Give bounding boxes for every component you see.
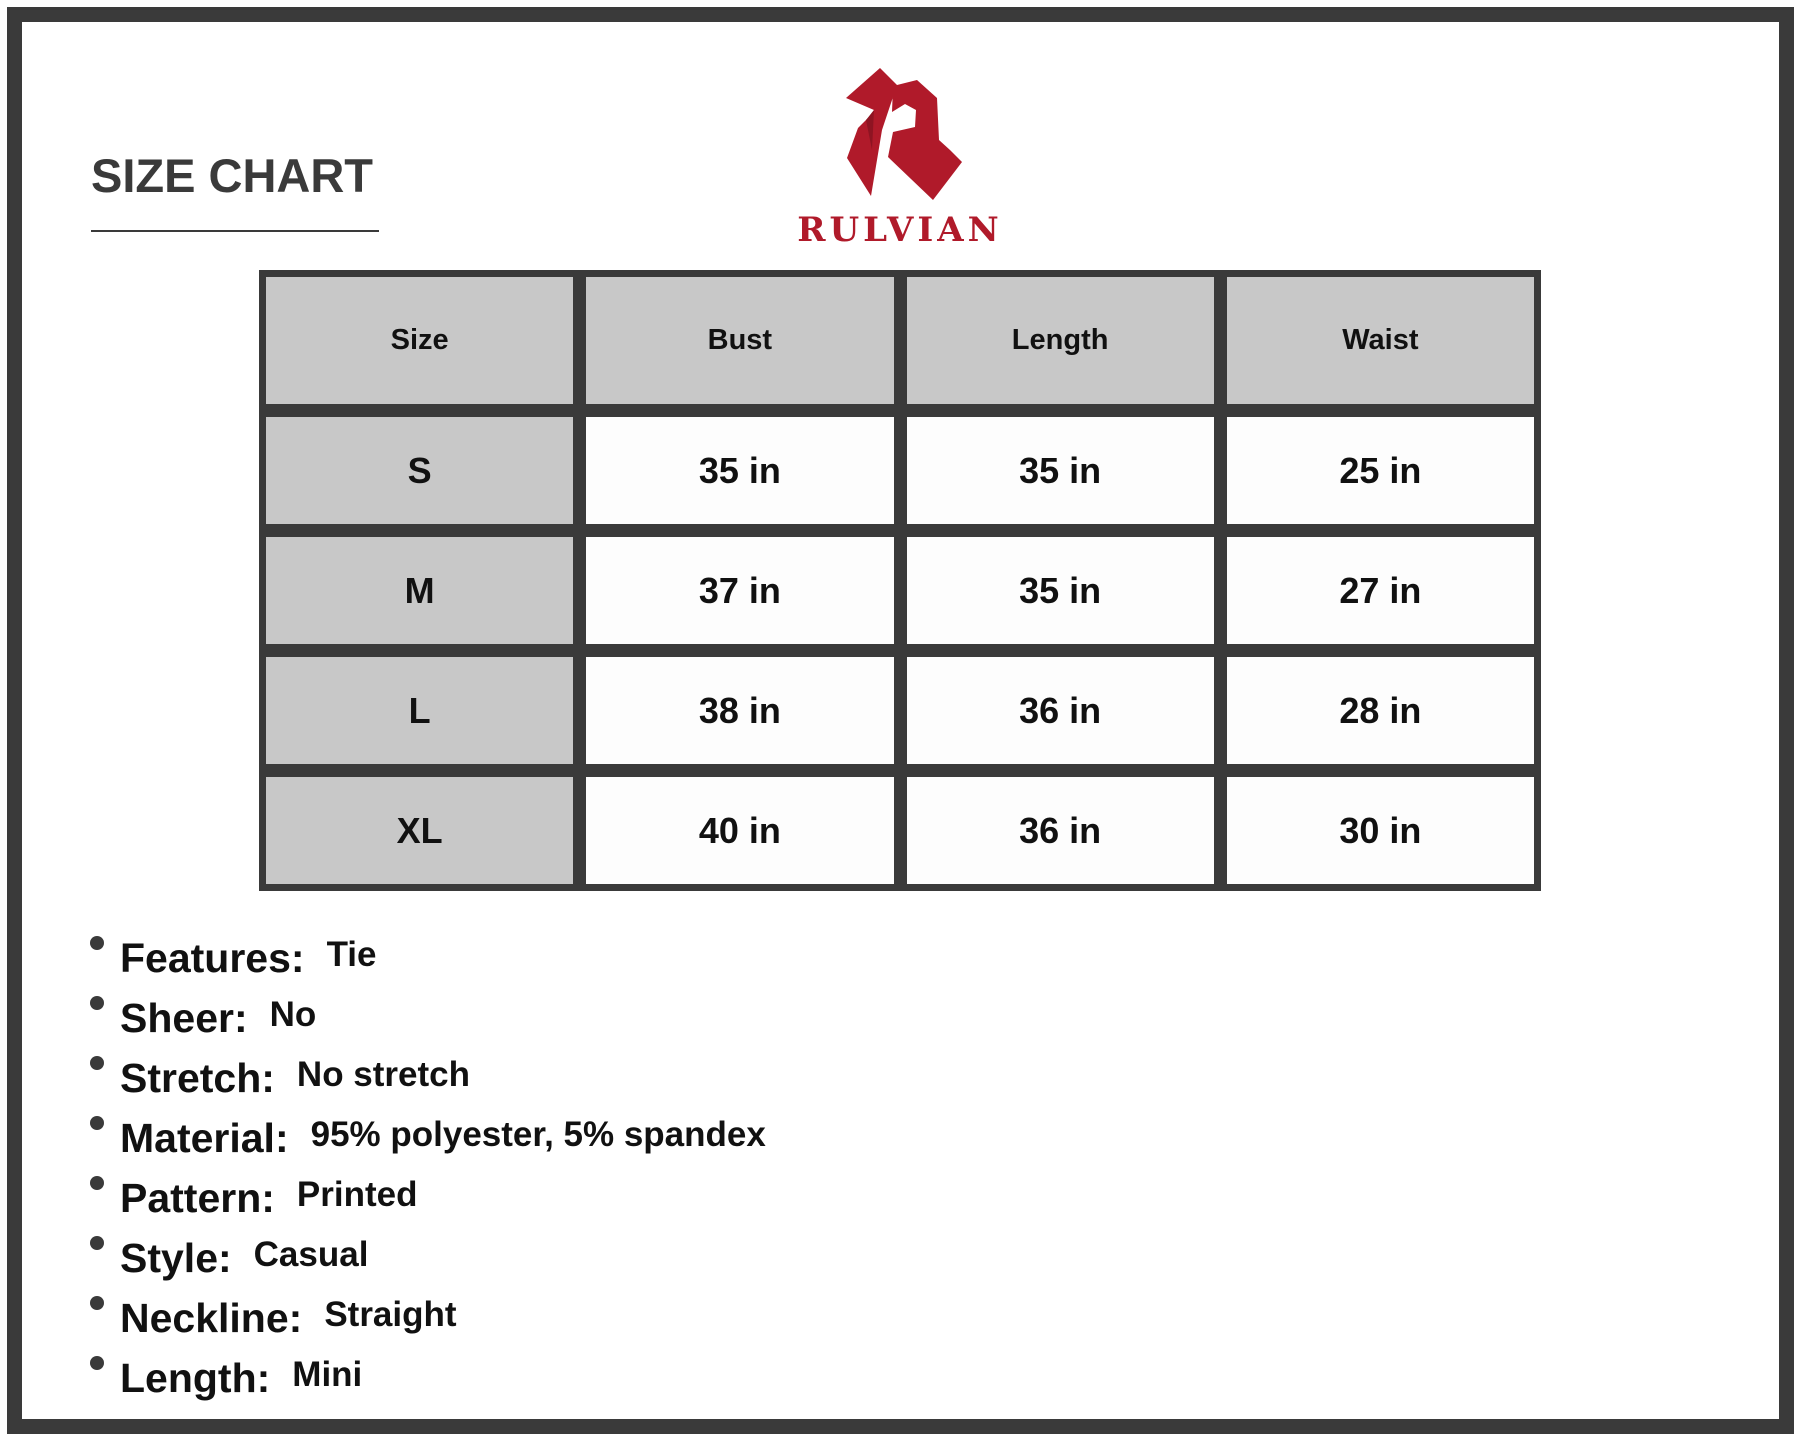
bullet-icon bbox=[90, 996, 104, 1010]
property-value: Casual bbox=[253, 1235, 369, 1274]
header-length: Length bbox=[906, 277, 1214, 404]
measure-cell: 38 in bbox=[586, 657, 894, 764]
measure-cell: 35 in bbox=[906, 417, 1214, 524]
measure-cell: 30 in bbox=[1226, 777, 1534, 884]
measure-cell: 36 in bbox=[906, 657, 1214, 764]
bullet-icon bbox=[90, 1056, 104, 1070]
header-size: Size bbox=[266, 277, 574, 404]
property-label: Material: bbox=[120, 1115, 289, 1161]
property-item: Material: 95% polyester, 5% spandex bbox=[90, 1115, 766, 1175]
brand-wordmark: RULVIAN bbox=[797, 210, 1003, 250]
property-item: Length: Mini bbox=[90, 1355, 766, 1415]
property-label: Sheer: bbox=[120, 995, 248, 1041]
r-monogram-icon bbox=[846, 68, 962, 200]
measure-cell: 28 in bbox=[1226, 657, 1534, 764]
size-cell: M bbox=[266, 537, 574, 644]
header-bust: Bust bbox=[586, 277, 894, 404]
property-label: Features: bbox=[120, 935, 305, 981]
property-label: Pattern: bbox=[120, 1175, 275, 1221]
measure-cell: 37 in bbox=[586, 537, 894, 644]
bullet-icon bbox=[90, 1236, 104, 1250]
property-value: Straight bbox=[324, 1295, 457, 1334]
bullet-icon bbox=[90, 1296, 104, 1310]
measure-cell: 25 in bbox=[1226, 417, 1534, 524]
bullet-icon bbox=[90, 1176, 104, 1190]
page-title: SIZE CHART bbox=[91, 149, 373, 202]
property-item: Neckline: Straight bbox=[90, 1295, 766, 1355]
header-waist: Waist bbox=[1226, 277, 1534, 404]
measure-cell: 40 in bbox=[586, 777, 894, 884]
bullet-icon bbox=[90, 936, 104, 950]
size-cell: S bbox=[266, 417, 574, 524]
property-value: 95% polyester, 5% spandex bbox=[310, 1115, 766, 1154]
property-item: Pattern: Printed bbox=[90, 1175, 766, 1235]
brand-logo: RULVIAN bbox=[797, 68, 1003, 250]
property-value: No stretch bbox=[296, 1055, 471, 1094]
property-value: No bbox=[269, 995, 317, 1034]
property-item: Sheer: No bbox=[90, 995, 766, 1055]
property-value: Printed bbox=[296, 1175, 418, 1214]
size-cell: XL bbox=[266, 777, 574, 884]
property-label: Length: bbox=[120, 1355, 271, 1401]
bullet-icon bbox=[90, 1356, 104, 1370]
property-value: Mini bbox=[292, 1355, 363, 1394]
size-cell: L bbox=[266, 657, 574, 764]
measure-cell: 35 in bbox=[906, 537, 1214, 644]
property-item: Stretch: No stretch bbox=[90, 1055, 766, 1115]
property-label: Neckline: bbox=[120, 1295, 303, 1341]
property-item: Features: Tie bbox=[90, 935, 766, 995]
size-table: Size Bust Length Waist S 35 in 35 in 25 in M 37 i… bbox=[259, 270, 1541, 891]
property-value: Tie bbox=[326, 935, 377, 974]
measure-cell: 35 in bbox=[586, 417, 894, 524]
product-properties: Features: Tie Sheer: No Stretch: No stretch Ma… bbox=[90, 935, 766, 1415]
measure-cell: 36 in bbox=[906, 777, 1214, 884]
bullet-icon bbox=[90, 1116, 104, 1130]
property-label: Stretch: bbox=[120, 1055, 275, 1101]
property-label: Style: bbox=[120, 1235, 232, 1281]
property-item: Style: Casual bbox=[90, 1235, 766, 1295]
title-underline bbox=[91, 230, 379, 232]
measure-cell: 27 in bbox=[1226, 537, 1534, 644]
